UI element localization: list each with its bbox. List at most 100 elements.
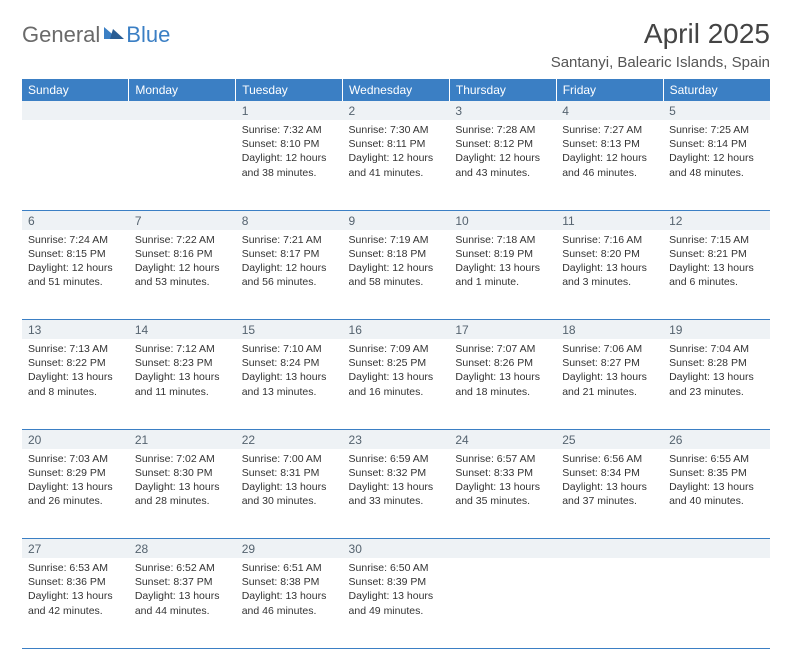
day-content-cell: Sunrise: 7:22 AMSunset: 8:16 PMDaylight:… [129, 230, 236, 320]
day-header: Tuesday [236, 79, 343, 101]
day-content-cell: Sunrise: 6:51 AMSunset: 8:38 PMDaylight:… [236, 558, 343, 648]
day-content-cell: Sunrise: 7:15 AMSunset: 8:21 PMDaylight:… [663, 230, 770, 320]
day-content-row: Sunrise: 7:32 AMSunset: 8:10 PMDaylight:… [22, 120, 770, 210]
day-text: Sunrise: 6:51 AMSunset: 8:38 PMDaylight:… [236, 558, 343, 622]
day-content-cell [663, 558, 770, 648]
day-number-cell: 10 [449, 210, 556, 230]
day-number-row: 27282930 [22, 539, 770, 559]
day-content-cell: Sunrise: 7:09 AMSunset: 8:25 PMDaylight:… [343, 339, 450, 429]
day-header: Monday [129, 79, 236, 101]
day-content-cell: Sunrise: 6:59 AMSunset: 8:32 PMDaylight:… [343, 449, 450, 539]
day-number-cell: 28 [129, 539, 236, 559]
day-number-cell [663, 539, 770, 559]
day-number-cell: 24 [449, 429, 556, 449]
day-content-cell: Sunrise: 6:50 AMSunset: 8:39 PMDaylight:… [343, 558, 450, 648]
day-text: Sunrise: 7:19 AMSunset: 8:18 PMDaylight:… [343, 230, 450, 294]
page-location: Santanyi, Balearic Islands, Spain [551, 54, 770, 71]
calendar-head: SundayMondayTuesdayWednesdayThursdayFrid… [22, 79, 770, 101]
day-content-cell: Sunrise: 7:00 AMSunset: 8:31 PMDaylight:… [236, 449, 343, 539]
day-content-row: Sunrise: 7:03 AMSunset: 8:29 PMDaylight:… [22, 449, 770, 539]
day-text: Sunrise: 7:12 AMSunset: 8:23 PMDaylight:… [129, 339, 236, 403]
day-number-cell: 2 [343, 101, 450, 120]
day-number-cell [22, 101, 129, 120]
day-number-cell [449, 539, 556, 559]
day-header: Thursday [449, 79, 556, 101]
day-content-cell: Sunrise: 7:18 AMSunset: 8:19 PMDaylight:… [449, 230, 556, 320]
day-content-cell [22, 120, 129, 210]
day-number-cell: 22 [236, 429, 343, 449]
day-number-cell: 1 [236, 101, 343, 120]
day-text: Sunrise: 7:02 AMSunset: 8:30 PMDaylight:… [129, 449, 236, 513]
day-content-cell: Sunrise: 7:16 AMSunset: 8:20 PMDaylight:… [556, 230, 663, 320]
day-text: Sunrise: 6:52 AMSunset: 8:37 PMDaylight:… [129, 558, 236, 622]
brand-logo: General Blue [22, 22, 170, 48]
day-content-cell: Sunrise: 7:04 AMSunset: 8:28 PMDaylight:… [663, 339, 770, 429]
day-number-cell: 27 [22, 539, 129, 559]
day-text: Sunrise: 7:16 AMSunset: 8:20 PMDaylight:… [556, 230, 663, 294]
calendar-page: General Blue April 2025 Santanyi, Balear… [0, 0, 792, 659]
day-number-cell: 30 [343, 539, 450, 559]
day-content-cell: Sunrise: 6:55 AMSunset: 8:35 PMDaylight:… [663, 449, 770, 539]
day-number-cell: 21 [129, 429, 236, 449]
day-content-cell: Sunrise: 6:52 AMSunset: 8:37 PMDaylight:… [129, 558, 236, 648]
day-number-cell: 16 [343, 320, 450, 340]
day-number-row: 20212223242526 [22, 429, 770, 449]
day-number-cell: 18 [556, 320, 663, 340]
day-text: Sunrise: 7:25 AMSunset: 8:14 PMDaylight:… [663, 120, 770, 184]
day-content-cell: Sunrise: 7:12 AMSunset: 8:23 PMDaylight:… [129, 339, 236, 429]
day-number-cell: 8 [236, 210, 343, 230]
day-content-row: Sunrise: 6:53 AMSunset: 8:36 PMDaylight:… [22, 558, 770, 648]
day-number-cell: 17 [449, 320, 556, 340]
day-number-cell: 6 [22, 210, 129, 230]
day-number-cell [556, 539, 663, 559]
day-content-cell: Sunrise: 7:28 AMSunset: 8:12 PMDaylight:… [449, 120, 556, 210]
day-text: Sunrise: 7:22 AMSunset: 8:16 PMDaylight:… [129, 230, 236, 294]
day-text: Sunrise: 7:18 AMSunset: 8:19 PMDaylight:… [449, 230, 556, 294]
day-content-cell: Sunrise: 6:53 AMSunset: 8:36 PMDaylight:… [22, 558, 129, 648]
day-content-cell: Sunrise: 7:02 AMSunset: 8:30 PMDaylight:… [129, 449, 236, 539]
day-content-cell: Sunrise: 7:13 AMSunset: 8:22 PMDaylight:… [22, 339, 129, 429]
day-header: Wednesday [343, 79, 450, 101]
day-content-cell [556, 558, 663, 648]
day-text: Sunrise: 7:24 AMSunset: 8:15 PMDaylight:… [22, 230, 129, 294]
day-number-cell: 3 [449, 101, 556, 120]
day-number-cell: 23 [343, 429, 450, 449]
brand-triangle-icon [104, 23, 124, 39]
day-content-cell: Sunrise: 7:21 AMSunset: 8:17 PMDaylight:… [236, 230, 343, 320]
page-title: April 2025 [551, 18, 770, 50]
day-text: Sunrise: 7:30 AMSunset: 8:11 PMDaylight:… [343, 120, 450, 184]
day-content-cell: Sunrise: 7:07 AMSunset: 8:26 PMDaylight:… [449, 339, 556, 429]
day-content-cell [449, 558, 556, 648]
day-number-row: 12345 [22, 101, 770, 120]
calendar-body: 12345Sunrise: 7:32 AMSunset: 8:10 PMDayl… [22, 101, 770, 648]
calendar-table: SundayMondayTuesdayWednesdayThursdayFrid… [22, 79, 770, 649]
day-number-cell [129, 101, 236, 120]
day-number-cell: 25 [556, 429, 663, 449]
day-content-cell: Sunrise: 7:03 AMSunset: 8:29 PMDaylight:… [22, 449, 129, 539]
day-text: Sunrise: 7:28 AMSunset: 8:12 PMDaylight:… [449, 120, 556, 184]
day-content-cell: Sunrise: 6:56 AMSunset: 8:34 PMDaylight:… [556, 449, 663, 539]
day-content-cell: Sunrise: 7:27 AMSunset: 8:13 PMDaylight:… [556, 120, 663, 210]
day-header: Friday [556, 79, 663, 101]
day-header: Sunday [22, 79, 129, 101]
day-text: Sunrise: 7:03 AMSunset: 8:29 PMDaylight:… [22, 449, 129, 513]
day-number-cell: 7 [129, 210, 236, 230]
day-text: Sunrise: 6:56 AMSunset: 8:34 PMDaylight:… [556, 449, 663, 513]
day-number-cell: 29 [236, 539, 343, 559]
day-text: Sunrise: 6:55 AMSunset: 8:35 PMDaylight:… [663, 449, 770, 513]
day-text: Sunrise: 6:59 AMSunset: 8:32 PMDaylight:… [343, 449, 450, 513]
day-number-cell: 14 [129, 320, 236, 340]
brand-part2: Blue [126, 22, 170, 48]
header-right: April 2025 Santanyi, Balearic Islands, S… [551, 18, 770, 71]
day-content-cell: Sunrise: 7:25 AMSunset: 8:14 PMDaylight:… [663, 120, 770, 210]
day-number-cell: 5 [663, 101, 770, 120]
day-text: Sunrise: 7:13 AMSunset: 8:22 PMDaylight:… [22, 339, 129, 403]
day-text: Sunrise: 6:57 AMSunset: 8:33 PMDaylight:… [449, 449, 556, 513]
day-text: Sunrise: 7:10 AMSunset: 8:24 PMDaylight:… [236, 339, 343, 403]
page-header: General Blue April 2025 Santanyi, Balear… [22, 18, 770, 71]
day-text: Sunrise: 7:21 AMSunset: 8:17 PMDaylight:… [236, 230, 343, 294]
day-content-cell: Sunrise: 7:30 AMSunset: 8:11 PMDaylight:… [343, 120, 450, 210]
day-text: Sunrise: 7:07 AMSunset: 8:26 PMDaylight:… [449, 339, 556, 403]
day-content-cell [129, 120, 236, 210]
day-number-cell: 11 [556, 210, 663, 230]
